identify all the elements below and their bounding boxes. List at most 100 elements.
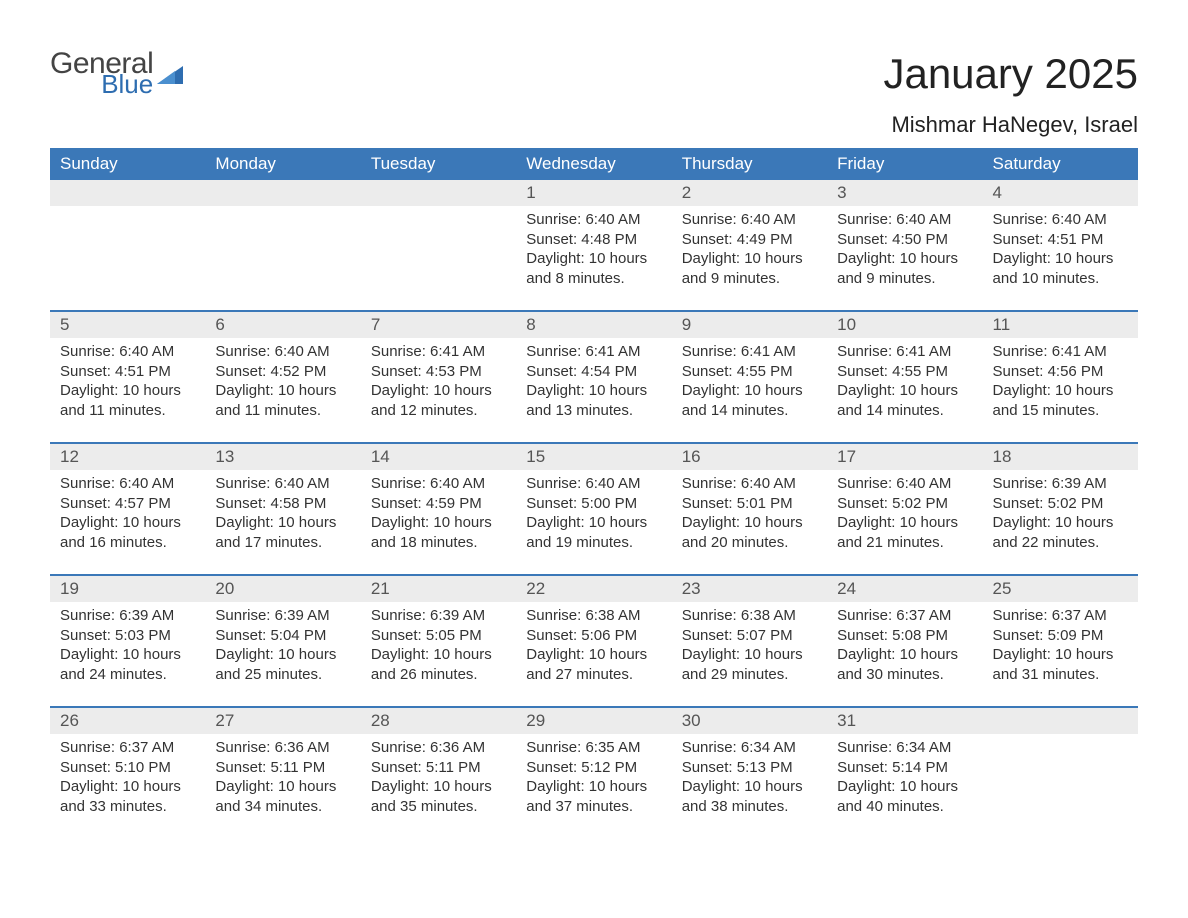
month-title: January 2025 [883,50,1138,98]
sunrise-text: Sunrise: 6:38 AM [682,606,817,626]
sunrise-text: Sunrise: 6:36 AM [215,738,350,758]
day-number: 30 [672,708,827,734]
sunrise-text: Sunrise: 6:38 AM [526,606,661,626]
day-number: 28 [361,708,516,734]
sunrise-text: Sunrise: 6:40 AM [215,474,350,494]
day-number: 9 [672,312,827,338]
dl2-text: and 40 minutes. [837,797,972,817]
dl2-text: and 14 minutes. [682,401,817,421]
calendar-day-cell: 30Sunrise: 6:34 AMSunset: 5:13 PMDayligh… [672,707,827,838]
dl1-text: Daylight: 10 hours [371,777,506,797]
sunset-text: Sunset: 4:56 PM [993,362,1128,382]
sunrise-text: Sunrise: 6:39 AM [215,606,350,626]
calendar-day-cell: 10 Sunrise: 6:41 AMSunset: 4:55 PMDayligh… [827,311,982,443]
dl1-text: Daylight: 10 hours [371,513,506,533]
calendar-day-cell: 31Sunrise: 6:34 AMSunset: 5:14 PMDayligh… [827,707,982,838]
sunset-text: Sunset: 4:57 PM [60,494,195,514]
day-number: 2 [672,180,827,206]
sunrise-text: Sunrise: 6:41 AM [526,342,661,362]
day-number: 16 [672,444,827,470]
dl1-text: Daylight: 10 hours [215,513,350,533]
sunset-text: Sunset: 5:03 PM [60,626,195,646]
dl1-text: Daylight: 10 hours [682,249,817,269]
sunrise-text: Sunrise: 6:36 AM [371,738,506,758]
sunrise-text: Sunrise: 6:40 AM [993,210,1128,230]
sunset-text: Sunset: 4:49 PM [682,230,817,250]
dl1-text: Daylight: 10 hours [215,381,350,401]
sunset-text: Sunset: 5:11 PM [371,758,506,778]
dl1-text: Daylight: 10 hours [993,513,1128,533]
day-number: 19 [50,576,205,602]
dl2-text: and 13 minutes. [526,401,661,421]
dl2-text: and 25 minutes. [215,665,350,685]
sunset-text: Sunset: 5:10 PM [60,758,195,778]
calendar-day-cell: 9Sunrise: 6:41 AMSunset: 4:55 PMDaylight… [672,311,827,443]
day-number: 26 [50,708,205,734]
dl2-text: and 12 minutes. [371,401,506,421]
day-number: 12 [50,444,205,470]
dl2-text: and 34 minutes. [215,797,350,817]
sunset-text: Sunset: 4:52 PM [215,362,350,382]
day-number: 15 [516,444,671,470]
dl2-text: and 11 minutes. [215,401,350,421]
dl1-text: Daylight: 10 hours [993,381,1128,401]
flag-icon [157,62,183,84]
dl2-text: and 22 minutes. [993,533,1128,553]
sunset-text: Sunset: 5:05 PM [371,626,506,646]
sunset-text: Sunset: 5:14 PM [837,758,972,778]
dl2-text: and 30 minutes. [837,665,972,685]
sunrise-text: Sunrise: 6:35 AM [526,738,661,758]
dl1-text: Daylight: 10 hours [837,249,972,269]
dl2-text: and 31 minutes. [993,665,1128,685]
day-number: 24 [827,576,982,602]
day-number-empty [50,180,205,206]
sunrise-text: Sunrise: 6:37 AM [993,606,1128,626]
calendar-day-cell: 21Sunrise: 6:39 AMSunset: 5:05 PMDayligh… [361,575,516,707]
calendar-week-row: 26Sunrise: 6:37 AMSunset: 5:10 PMDayligh… [50,707,1138,838]
day-number: 10 [827,312,982,338]
calendar-day-cell: 11Sunrise: 6:41 AMSunset: 4:56 PMDayligh… [983,311,1138,443]
sunset-text: Sunset: 5:07 PM [682,626,817,646]
dl1-text: Daylight: 10 hours [682,513,817,533]
sunrise-text: Sunrise: 6:40 AM [837,210,972,230]
sunset-text: Sunset: 4:55 PM [837,362,972,382]
day-number: 6 [205,312,360,338]
calendar-day-cell: 26Sunrise: 6:37 AMSunset: 5:10 PMDayligh… [50,707,205,838]
day-number: 5 [50,312,205,338]
day-number: 18 [983,444,1138,470]
weekday-header: Tuesday [361,148,516,180]
sunrise-text: Sunrise: 6:39 AM [60,606,195,626]
sunrise-text: Sunrise: 6:41 AM [837,342,972,362]
sunrise-text: Sunrise: 6:34 AM [837,738,972,758]
dl2-text: and 26 minutes. [371,665,506,685]
day-number: 22 [516,576,671,602]
dl2-text: and 15 minutes. [993,401,1128,421]
weekday-header: Friday [827,148,982,180]
dl1-text: Daylight: 10 hours [60,645,195,665]
day-number: 23 [672,576,827,602]
calendar-week-row: 12Sunrise: 6:40 AMSunset: 4:57 PMDayligh… [50,443,1138,575]
day-number: 4 [983,180,1138,206]
day-number: 14 [361,444,516,470]
calendar-day-cell: 2Sunrise: 6:40 AMSunset: 4:49 PMDaylight… [672,180,827,311]
sunset-text: Sunset: 5:04 PM [215,626,350,646]
dl2-text: and 14 minutes. [837,401,972,421]
calendar-day-cell: 17Sunrise: 6:40 AMSunset: 5:02 PMDayligh… [827,443,982,575]
day-number: 7 [361,312,516,338]
dl2-text: and 21 minutes. [837,533,972,553]
dl1-text: Daylight: 10 hours [682,777,817,797]
weekday-header: Wednesday [516,148,671,180]
calendar-week-row: 19Sunrise: 6:39 AMSunset: 5:03 PMDayligh… [50,575,1138,707]
dl2-text: and 20 minutes. [682,533,817,553]
weekday-header: Saturday [983,148,1138,180]
calendar-empty-cell [361,180,516,311]
calendar-day-cell: 5Sunrise: 6:40 AMSunset: 4:51 PMDaylight… [50,311,205,443]
day-number: 13 [205,444,360,470]
dl1-text: Daylight: 10 hours [60,513,195,533]
sunset-text: Sunset: 5:01 PM [682,494,817,514]
dl1-text: Daylight: 10 hours [837,381,972,401]
day-number-empty [983,708,1138,734]
sunset-text: Sunset: 4:51 PM [993,230,1128,250]
sunset-text: Sunset: 5:13 PM [682,758,817,778]
calendar-day-cell: 27Sunrise: 6:36 AMSunset: 5:11 PMDayligh… [205,707,360,838]
